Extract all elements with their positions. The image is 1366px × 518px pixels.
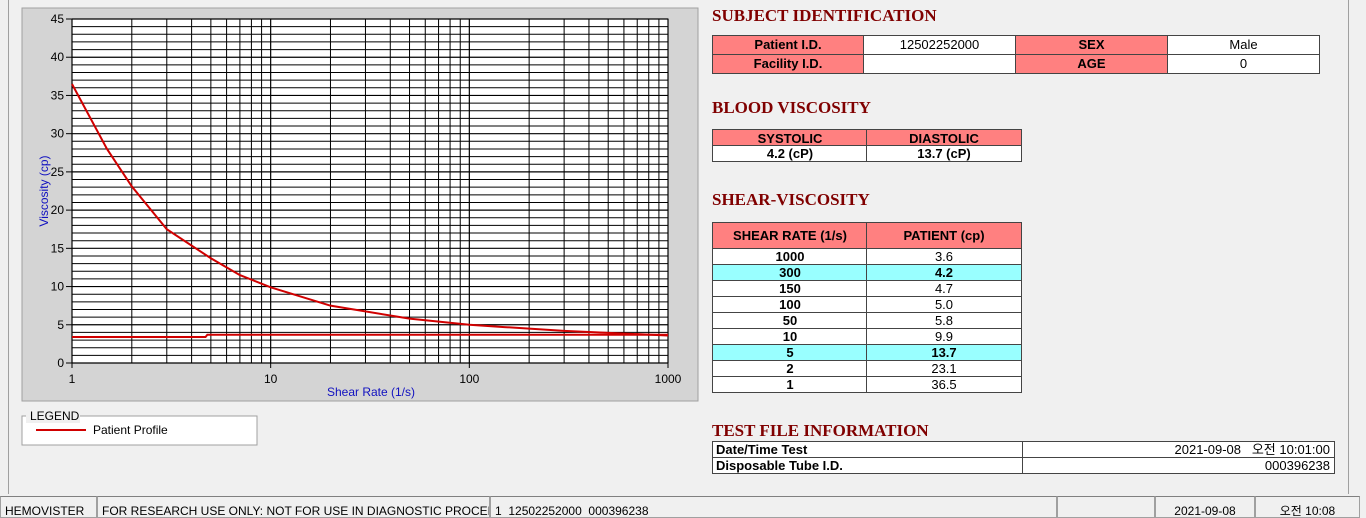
table-cell: 5 <box>712 344 868 361</box>
y-tick-label: 30 <box>51 127 65 141</box>
x-tick-label: 100 <box>459 372 479 386</box>
x-tick-label: 1 <box>69 372 76 386</box>
table-cell: SEX <box>1015 35 1168 55</box>
legend-title: LEGEND <box>30 409 80 423</box>
table-cell: 5.0 <box>866 296 1022 313</box>
y-tick-label: 45 <box>51 12 65 26</box>
table-cell: 4.2 <box>866 264 1022 281</box>
plot-frame <box>71 18 669 364</box>
status-field <box>1057 496 1155 518</box>
table-cell: 9.9 <box>866 328 1022 345</box>
table-cell: Date/Time Test <box>712 441 1023 458</box>
table-cell <box>863 54 1016 74</box>
table-cell: Patient I.D. <box>712 35 864 55</box>
x-tick-label: 1000 <box>655 372 682 386</box>
table-cell: 1 <box>712 376 868 393</box>
table-cell: AGE <box>1015 54 1168 74</box>
table-cell: Facility I.D. <box>712 54 864 74</box>
y-tick-label: 5 <box>57 318 64 332</box>
table-header: PATIENT (cp) <box>866 222 1022 249</box>
table-cell: 13.7 <box>866 344 1022 361</box>
data-line <box>72 333 668 339</box>
y-tick-label: 35 <box>51 88 65 102</box>
table-cell: 100 <box>712 296 868 313</box>
table-cell: Male <box>1167 35 1320 55</box>
status-field: 오전 10:08 <box>1255 496 1360 518</box>
legend-label: Patient Profile <box>93 423 168 437</box>
table-cell: 3.6 <box>866 248 1022 265</box>
right-border <box>1348 0 1349 494</box>
table-cell: 1000 <box>712 248 868 265</box>
y-tick-label: 40 <box>51 50 65 64</box>
left-border <box>8 0 9 494</box>
table-cell: 5.8 <box>866 312 1022 329</box>
y-tick-label: 25 <box>51 165 65 179</box>
table-header: SHEAR RATE (1/s) <box>712 222 868 249</box>
section-title: SHEAR-VISCOSITY <box>712 190 870 209</box>
table-header: DIASTOLIC <box>866 129 1022 146</box>
table-cell: 23.1 <box>866 360 1022 377</box>
status-field: FOR RESEARCH USE ONLY: NOT FOR USE IN DI… <box>97 496 490 518</box>
table-cell: 13.7 (cP) <box>866 145 1022 162</box>
plot-area <box>72 19 668 363</box>
y-axis-label: Viscosity (cp) <box>37 155 51 226</box>
section-title: TEST FILE INFORMATION <box>712 421 929 440</box>
table-cell: 000396238 <box>1022 457 1335 474</box>
table-cell: Disposable Tube I.D. <box>712 457 1023 474</box>
x-axis-label: Shear Rate (1/s) <box>327 385 415 399</box>
section-title: BLOOD VISCOSITY <box>712 98 871 117</box>
table-cell: 2021-09-08 오전 10:01:00 <box>1022 441 1335 458</box>
table-cell: 12502252000 <box>863 35 1016 55</box>
table-cell: 300 <box>712 264 868 281</box>
status-field: HEMOVISTER <box>0 496 97 518</box>
y-tick-label: 20 <box>51 203 65 217</box>
table-header: SYSTOLIC <box>712 129 868 146</box>
table-cell: 10 <box>712 328 868 345</box>
status-field: 1 12502252000 000396238 <box>490 496 1057 518</box>
y-tick-label: 10 <box>51 280 65 294</box>
y-tick-label: 0 <box>57 356 64 370</box>
section-title: SUBJECT IDENTIFICATION <box>712 6 937 25</box>
status-field: 2021-09-08 <box>1155 496 1255 518</box>
data-line <box>71 83 669 337</box>
table-cell: 4.2 (cP) <box>712 145 868 162</box>
y-tick-label: 15 <box>51 241 65 255</box>
table-cell: 150 <box>712 280 868 297</box>
legend-title-bg <box>26 409 80 423</box>
table-cell: 50 <box>712 312 868 329</box>
chart: Shear Rate (1/s) Viscosity (cp) LEGEND 0… <box>21 7 699 446</box>
x-tick-label: 10 <box>264 372 278 386</box>
table-cell: 36.5 <box>866 376 1022 393</box>
table-cell: 2 <box>712 360 868 377</box>
table-cell: 4.7 <box>866 280 1022 297</box>
table-cell: 0 <box>1167 54 1320 74</box>
